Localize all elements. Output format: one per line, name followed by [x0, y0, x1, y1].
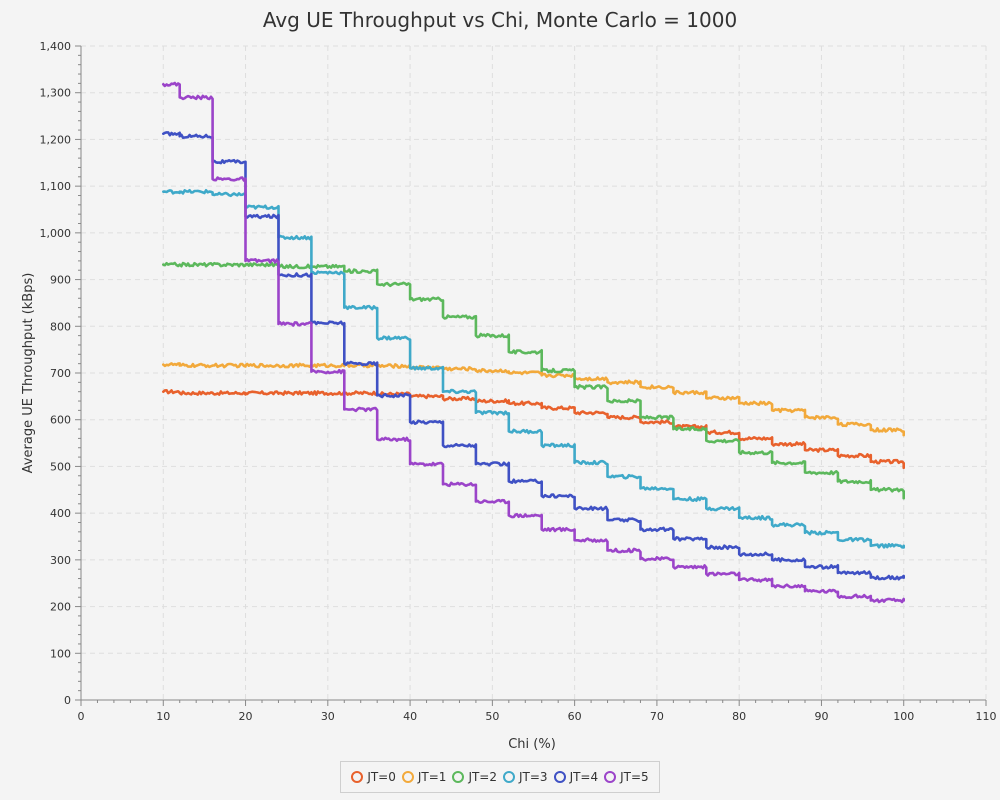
- y-tick-label: 1,100: [40, 180, 72, 193]
- legend-item-jt-3: JT=3: [503, 770, 548, 784]
- y-tick-label: 200: [50, 601, 71, 614]
- legend-swatch-icon: [401, 771, 414, 783]
- y-tick-label: 700: [50, 367, 71, 380]
- x-tick-label: 10: [156, 710, 170, 723]
- y-tick-label: 600: [50, 414, 71, 427]
- legend-item-jt-5: JT=5: [604, 770, 649, 784]
- x-axis-label: Chi (%): [508, 737, 556, 752]
- legend-swatch-icon: [604, 771, 617, 783]
- x-tick-label: 110: [976, 710, 997, 723]
- y-tick-label: 900: [50, 274, 71, 287]
- x-tick-label: 60: [568, 710, 582, 723]
- legend-swatch-icon: [452, 771, 465, 783]
- chart-title: Avg UE Throughput vs Chi, Monte Carlo = …: [263, 8, 737, 32]
- series-lines: [162, 81, 905, 604]
- x-tick-label: 70: [650, 710, 664, 723]
- x-tick-label: 0: [78, 710, 85, 723]
- x-tick-label: 50: [485, 710, 499, 723]
- legend-item-jt-2: JT=2: [452, 770, 497, 784]
- series-line-jt-0: [162, 389, 905, 470]
- series-line-jt-1: [162, 362, 905, 437]
- y-tick-label: 500: [50, 460, 71, 473]
- y-tick-label: 1,000: [40, 227, 72, 240]
- y-tick-label: 300: [50, 554, 71, 567]
- y-tick-label: 1,200: [40, 133, 72, 146]
- y-tick-label: 800: [50, 320, 71, 333]
- legend: JT=0 JT=1 JT=2 JT=3 JT=4 JT=5: [340, 761, 660, 793]
- legend-swatch-icon: [503, 771, 515, 783]
- y-tick-label: 400: [50, 507, 71, 520]
- axes: 01002003004005006007008009001,0001,1001,…: [40, 40, 997, 723]
- legend-item-jt-4: JT=4: [553, 770, 599, 784]
- series-line-jt-3: [162, 188, 905, 549]
- x-tick-label: 20: [239, 710, 253, 723]
- series-line-jt-5: [162, 81, 905, 604]
- x-tick-label: 40: [403, 710, 417, 723]
- y-tick-label: 100: [50, 647, 71, 660]
- x-tick-label: 90: [814, 710, 828, 723]
- legend-item-jt-0: JT=0: [351, 770, 396, 784]
- legend-label: JT=4: [569, 770, 599, 784]
- legend-label: JT=3: [519, 770, 548, 784]
- legend-item-jt-1: JT=1: [401, 770, 447, 784]
- series-line-jt-4: [162, 131, 905, 581]
- legend-swatch-icon: [553, 771, 566, 783]
- legend-label: JT=5: [620, 770, 649, 784]
- x-tick-label: 30: [321, 710, 335, 723]
- series-line-jt-2: [162, 261, 905, 500]
- y-tick-label: 1,300: [40, 87, 72, 100]
- y-tick-label: 1,400: [40, 40, 72, 53]
- legend-label: JT=2: [468, 770, 497, 784]
- legend-swatch-icon: [351, 771, 364, 783]
- x-tick-label: 80: [732, 710, 746, 723]
- y-axis-label: Average UE Throughput (kBps): [21, 273, 36, 474]
- y-tick-label: 0: [64, 694, 71, 707]
- legend-label: JT=0: [367, 770, 396, 784]
- x-tick-label: 100: [893, 710, 914, 723]
- legend-label: JT=1: [417, 770, 447, 784]
